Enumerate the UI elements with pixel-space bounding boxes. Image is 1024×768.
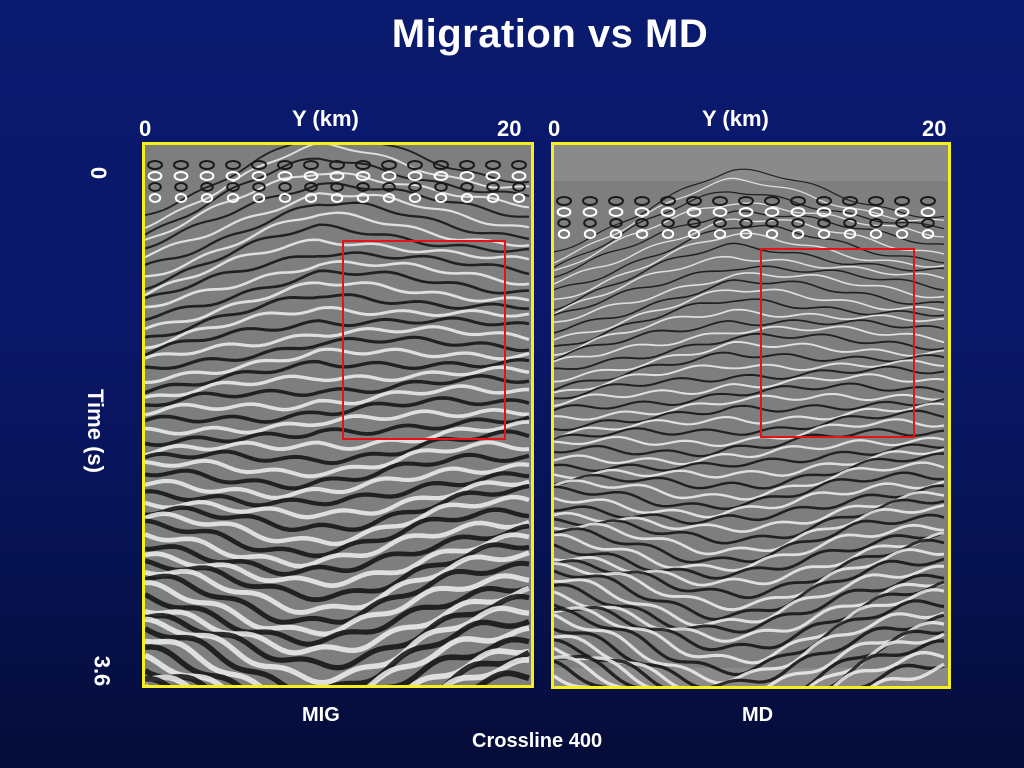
mig-x-tick-left: 0	[139, 116, 152, 141]
md-x-tick-left: 0	[548, 116, 561, 141]
md-x-axis-label: Y (km)	[702, 106, 769, 131]
y-tick-bottom: 3.6	[89, 655, 115, 687]
crossline-caption: Crossline 400	[472, 730, 603, 752]
mig-caption: MIG	[302, 704, 340, 726]
md-highlight-box	[760, 248, 915, 438]
md-x-tick-right: 20	[922, 116, 947, 141]
mig-x-axis-label: Y (km)	[292, 106, 359, 131]
mig-highlight-box	[342, 240, 506, 440]
md-caption: MD	[742, 704, 774, 726]
mig-seismic-panel	[142, 142, 534, 688]
md-seismic-image	[554, 145, 948, 686]
y-axis-label: Time (s)	[83, 389, 108, 473]
y-tick-top: 0	[86, 166, 112, 180]
mig-x-tick-right: 20	[497, 116, 522, 141]
md-seismic-panel	[551, 142, 951, 689]
slide-title: Migration vs MD	[391, 12, 709, 56]
mig-seismic-image	[145, 145, 531, 685]
